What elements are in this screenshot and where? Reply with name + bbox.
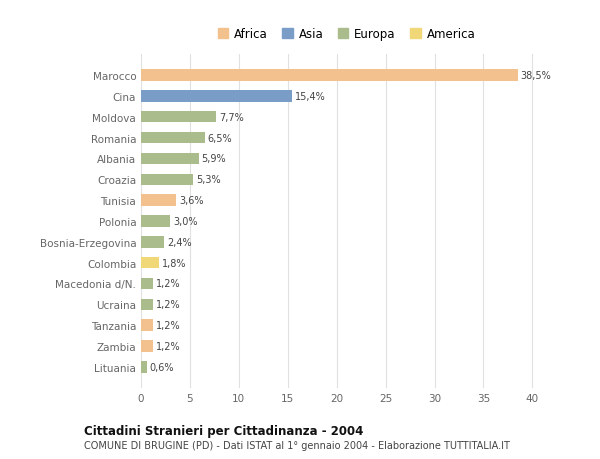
Text: 0,6%: 0,6%: [150, 362, 175, 372]
Text: 1,8%: 1,8%: [161, 258, 186, 268]
Text: 3,0%: 3,0%: [173, 217, 198, 226]
Text: Cittadini Stranieri per Cittadinanza - 2004: Cittadini Stranieri per Cittadinanza - 2…: [84, 425, 364, 437]
Bar: [141, 174, 193, 185]
Legend: Africa, Asia, Europa, America: Africa, Asia, Europa, America: [214, 24, 479, 45]
Bar: [141, 257, 158, 269]
Bar: [141, 236, 164, 248]
Text: 7,7%: 7,7%: [219, 112, 244, 123]
Bar: [141, 216, 170, 227]
Bar: [141, 299, 153, 310]
Bar: [141, 133, 205, 144]
Text: 1,2%: 1,2%: [155, 341, 181, 351]
Text: 6,5%: 6,5%: [208, 133, 232, 143]
Text: 15,4%: 15,4%: [295, 92, 325, 102]
Bar: [141, 112, 217, 123]
Text: 1,2%: 1,2%: [155, 279, 181, 289]
Bar: [141, 341, 153, 352]
Text: 38,5%: 38,5%: [521, 71, 551, 81]
Text: 2,4%: 2,4%: [167, 237, 192, 247]
Text: 1,2%: 1,2%: [155, 300, 181, 310]
Bar: [141, 320, 153, 331]
Bar: [141, 278, 153, 290]
Text: COMUNE DI BRUGINE (PD) - Dati ISTAT al 1° gennaio 2004 - Elaborazione TUTTITALIA: COMUNE DI BRUGINE (PD) - Dati ISTAT al 1…: [84, 440, 510, 450]
Text: 3,6%: 3,6%: [179, 196, 203, 206]
Text: 1,2%: 1,2%: [155, 320, 181, 330]
Bar: [141, 153, 199, 165]
Bar: [141, 70, 518, 82]
Text: 5,9%: 5,9%: [202, 154, 226, 164]
Bar: [141, 91, 292, 102]
Bar: [141, 195, 176, 207]
Text: 5,3%: 5,3%: [196, 175, 220, 185]
Bar: [141, 361, 147, 373]
